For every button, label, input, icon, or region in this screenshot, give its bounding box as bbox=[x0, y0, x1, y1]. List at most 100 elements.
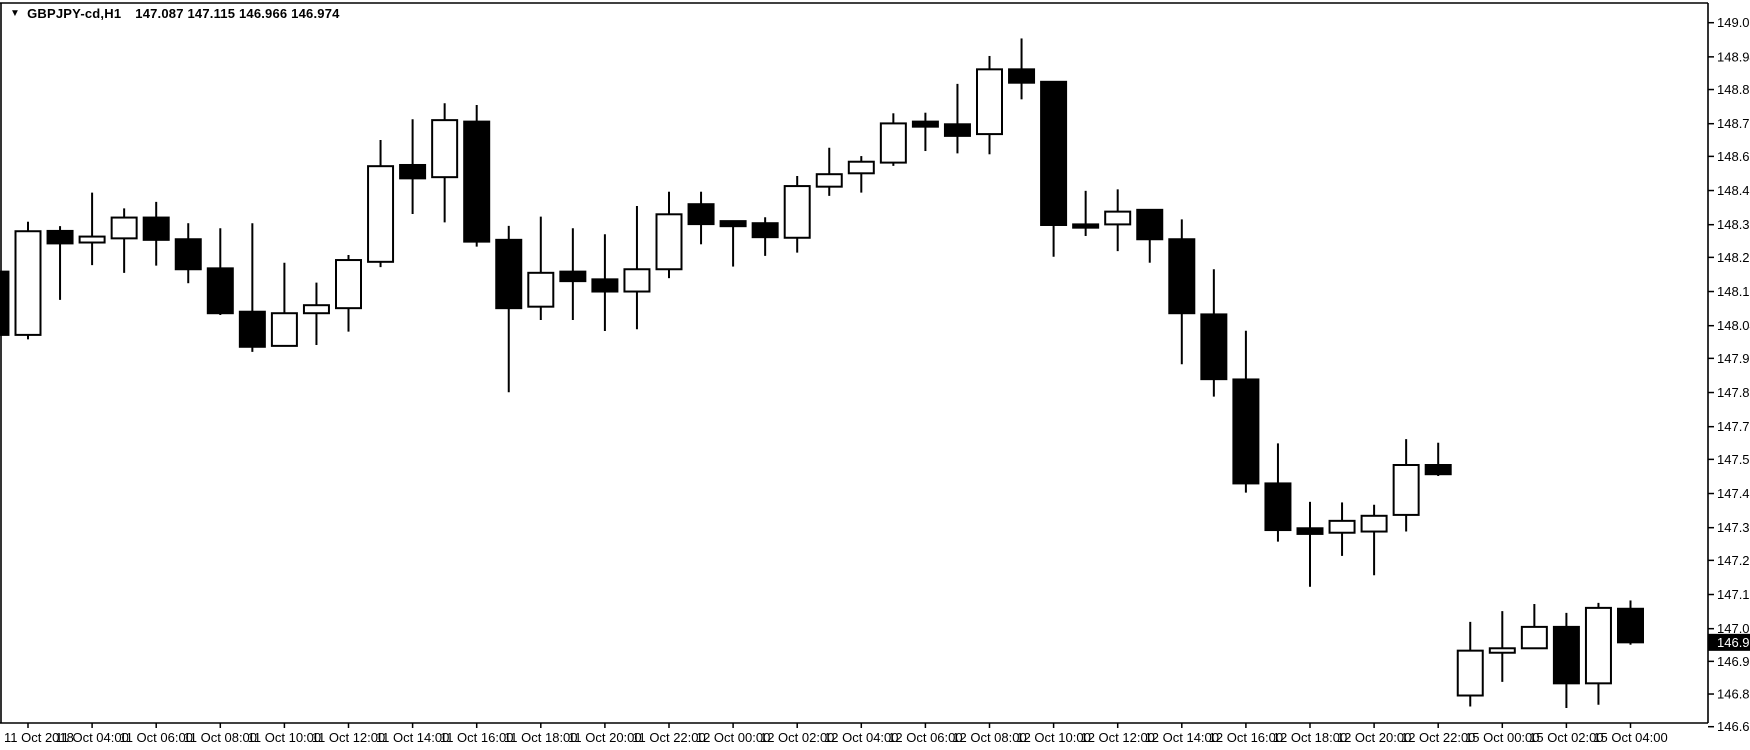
candle-12-oct-17-00 bbox=[1264, 443, 1292, 542]
candle-11-oct-15-00 bbox=[431, 103, 459, 223]
time-axis-label: 15 Oct 00:00 bbox=[1465, 730, 1539, 745]
candle-12-oct-06-00 bbox=[911, 112, 939, 152]
candle-12-oct-12-00 bbox=[1104, 189, 1132, 252]
price-axis-label: 147.250 bbox=[1717, 553, 1750, 568]
price-axis-label: 149.060 bbox=[1717, 15, 1750, 30]
candle-12-oct-21-00 bbox=[1392, 439, 1420, 532]
price-axis-label: 148.945 bbox=[1717, 49, 1750, 64]
time-axis-label: 12 Oct 02:00 bbox=[760, 730, 834, 745]
price-axis-label: 148.040 bbox=[1717, 318, 1750, 333]
price-axis-label: 147.930 bbox=[1717, 351, 1750, 366]
chart-info-line: ▼ GBPJPY-cd,H1 147.087 147.115 146.966 1… bbox=[10, 6, 340, 21]
time-axis-label: 15 Oct 02:00 bbox=[1529, 730, 1603, 745]
time-axis-label: 11 Oct 06:00 bbox=[119, 730, 192, 745]
candle-12-oct-09-00 bbox=[1008, 38, 1036, 100]
time-axis-label: 11 Oct 08:00 bbox=[184, 730, 257, 745]
time-axis-label: 11 Oct 10:00 bbox=[248, 730, 321, 745]
candle-11-oct-01-00 bbox=[0, 270, 10, 336]
time-axis-label: 12 Oct 18:00 bbox=[1273, 730, 1347, 745]
candle-12-oct-02-00 bbox=[783, 175, 811, 253]
candle-11-oct-10-00 bbox=[270, 262, 298, 347]
candle-11-oct-21-00 bbox=[623, 205, 651, 330]
candle-15-oct-04-00 bbox=[1617, 600, 1644, 645]
candle-12-oct-20-00 bbox=[1360, 504, 1388, 576]
candle-15-oct-02-00 bbox=[1552, 612, 1580, 708]
time-axis-label: 11 Oct 20:00 bbox=[568, 730, 641, 745]
time-axis-label: 12 Oct 22:00 bbox=[1401, 730, 1475, 745]
price-axis-label: 147.590 bbox=[1717, 452, 1750, 467]
candle-12-oct-05-00 bbox=[879, 113, 907, 166]
price-axis-label: 148.270 bbox=[1717, 250, 1750, 265]
candle-11-oct-12-00 bbox=[335, 254, 362, 332]
price-axis-label: 146.910 bbox=[1717, 654, 1750, 669]
candle-12-oct-23-00 bbox=[1456, 621, 1484, 707]
price-axis-label: 148.155 bbox=[1717, 284, 1750, 299]
candle-11-oct-04-00 bbox=[78, 192, 106, 266]
time-axis-label: 15 Oct 04:00 bbox=[1593, 730, 1667, 745]
price-axis-label: 147.020 bbox=[1717, 621, 1750, 636]
price-axis-label: 148.720 bbox=[1717, 116, 1750, 131]
price-axis[interactable]: 149.060 148.945 148.835 148.720 148.610 148.4… bbox=[1708, 15, 1750, 734]
candle-11-oct-03-00 bbox=[46, 226, 74, 300]
chart-frame bbox=[0, 2, 1709, 724]
candle-12-oct-00-00 bbox=[719, 220, 747, 267]
price-axis-label: 148.380 bbox=[1717, 217, 1750, 232]
candle-12-oct-10-00 bbox=[1040, 80, 1068, 257]
time-axis-label: 11 Oct 2018 bbox=[4, 730, 74, 745]
candle-12-oct-07-00 bbox=[943, 83, 971, 154]
candle-11-oct-06-00 bbox=[142, 201, 170, 266]
price-axis-label: 146.800 bbox=[1717, 687, 1750, 702]
time-axis-label: 11 Oct 12:00 bbox=[312, 730, 385, 745]
candle-11-oct-16-00 bbox=[463, 104, 491, 247]
time-axis-label: 12 Oct 14:00 bbox=[1145, 730, 1219, 745]
candle-12-oct-01-00 bbox=[751, 217, 779, 256]
candle-11-oct-22-00 bbox=[655, 191, 683, 279]
time-axis-label: 12 Oct 10:00 bbox=[1016, 730, 1090, 745]
candle-11-oct-02-00 bbox=[14, 221, 42, 340]
candle-11-oct-11-00 bbox=[302, 282, 330, 345]
time-axis-label: 12 Oct 06:00 bbox=[888, 730, 962, 745]
candle-12-oct-22-00 bbox=[1424, 442, 1452, 476]
candle-11-oct-20-00 bbox=[591, 234, 619, 332]
chart-symbol-period: GBPJPY-cd,H1 bbox=[27, 6, 122, 21]
candle-12-oct-16-00 bbox=[1232, 330, 1260, 493]
candle-11-oct-05-00 bbox=[110, 208, 138, 273]
price-axis-label: 147.700 bbox=[1717, 419, 1750, 434]
candle-15-oct-01-00 bbox=[1520, 604, 1548, 650]
candle-11-oct-09-00 bbox=[238, 223, 266, 352]
candle-12-oct-08-00 bbox=[976, 55, 1003, 155]
time-axis-label: 11 Oct 22:00 bbox=[632, 730, 705, 745]
candle-12-oct-04-00 bbox=[847, 156, 875, 193]
time-axis-label: 12 Oct 12:00 bbox=[1080, 730, 1154, 745]
price-axis-label: 147.815 bbox=[1717, 385, 1750, 400]
price-axis-label: 148.835 bbox=[1717, 82, 1750, 97]
candle-11-oct-14-00 bbox=[399, 119, 427, 214]
time-axis-label: 12 Oct 04:00 bbox=[824, 730, 898, 745]
candle-12-oct-11-00 bbox=[1072, 190, 1100, 236]
candles-layer bbox=[0, 38, 1644, 708]
time-axis-label: 12 Oct 08:00 bbox=[952, 730, 1026, 745]
candle-12-oct-18-00 bbox=[1296, 501, 1324, 587]
price-axis-label: 146.690 bbox=[1717, 719, 1750, 734]
time-axis-label: 12 Oct 16:00 bbox=[1209, 730, 1283, 745]
candle-11-oct-23-00 bbox=[687, 191, 715, 245]
time-axis-label: 11 Oct 04:00 bbox=[55, 730, 128, 745]
time-axis-label: 11 Oct 16:00 bbox=[440, 730, 513, 745]
candle-11-oct-07-00 bbox=[174, 223, 202, 284]
candle-11-oct-19-00 bbox=[559, 228, 587, 321]
chart-ohlc-readout: 147.087 147.115 146.966 146.974 bbox=[135, 6, 340, 21]
price-axis-label: 148.610 bbox=[1717, 149, 1750, 164]
symbol-dropdown-icon: ▼ bbox=[10, 7, 21, 19]
current-price-badge: 146.974 bbox=[1708, 633, 1750, 651]
candle-12-oct-15-00 bbox=[1200, 269, 1228, 397]
time-axis-label: 12 Oct 20:00 bbox=[1337, 730, 1411, 745]
candle-11-oct-08-00 bbox=[206, 228, 234, 315]
current-price-value: 146.974 bbox=[1717, 635, 1750, 650]
price-axis-label: 147.135 bbox=[1717, 587, 1750, 602]
candle-15-oct-03-00 bbox=[1584, 602, 1612, 705]
candle-11-oct-13-00 bbox=[367, 140, 395, 268]
candle-12-oct-14-00 bbox=[1168, 219, 1196, 365]
